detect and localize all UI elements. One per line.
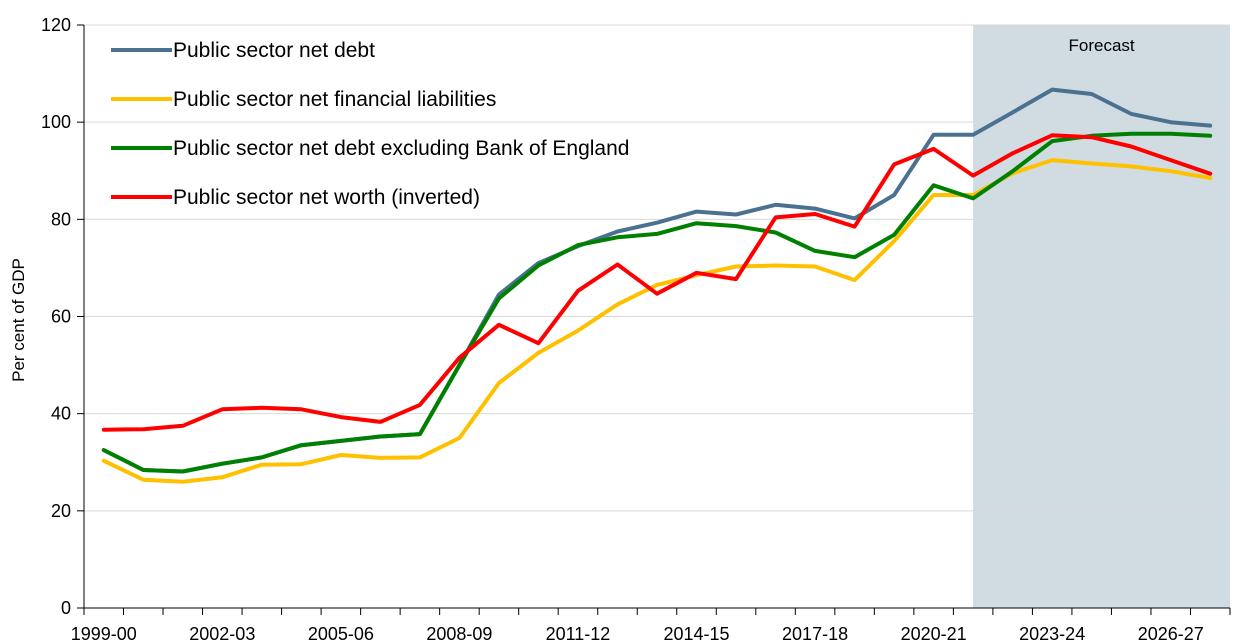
y-tick-label: 100 <box>41 112 71 132</box>
y-tick-label: 20 <box>51 501 71 521</box>
x-tick-label: 2020-21 <box>901 624 967 644</box>
y-tick-label: 0 <box>61 598 71 618</box>
x-tick-label: 2014-15 <box>663 624 729 644</box>
y-tick-label: 80 <box>51 209 71 229</box>
x-tick-label: 2023-24 <box>1019 624 1085 644</box>
y-tick-label: 120 <box>41 15 71 35</box>
legend-label: Public sector net debt <box>173 39 375 62</box>
legend-label: Public sector net financial liabilities <box>173 88 496 111</box>
series-line-2 <box>101 158 1213 484</box>
series-line-4 <box>101 133 1213 432</box>
axes: 0 20 40 60 80 100 120 1999-00 2002-03 2005-06 2008… <box>41 15 1231 644</box>
legend-label: Public sector net worth (inverted) <box>173 186 480 209</box>
legend-label: Public sector net debt excluding Bank of… <box>173 137 629 160</box>
x-tick-label: 2008-09 <box>426 624 492 644</box>
series-lines <box>101 87 1213 484</box>
x-tick-label: 2011-12 <box>546 624 611 644</box>
x-tick-label: 2026-27 <box>1138 624 1204 644</box>
legend: Public sector net debt Public sector net … <box>111 39 629 209</box>
y-axis-title: Per cent of GDP <box>9 258 28 382</box>
x-tick-label: 1999-00 <box>71 624 137 644</box>
x-tick-label: 2017-18 <box>782 624 848 644</box>
forecast-label: Forecast <box>1068 36 1134 55</box>
y-tick-label: 60 <box>51 307 71 327</box>
x-tick-label: 2002-03 <box>189 624 255 644</box>
series-line-3 <box>101 131 1213 474</box>
x-tick-label: 2005-06 <box>308 624 374 644</box>
gridlines <box>84 24 1230 512</box>
y-tick-label: 40 <box>51 404 71 424</box>
